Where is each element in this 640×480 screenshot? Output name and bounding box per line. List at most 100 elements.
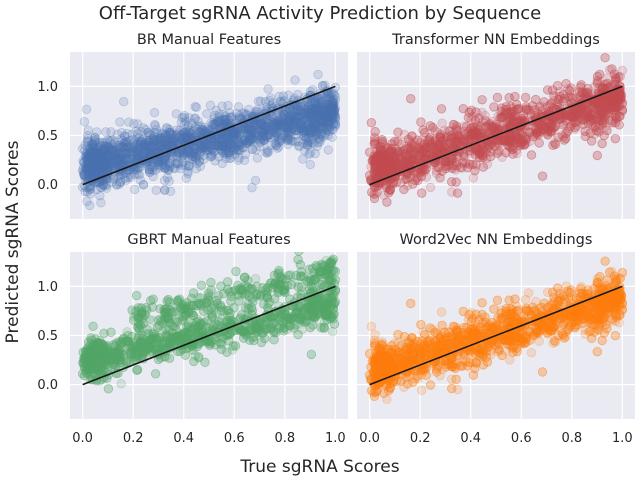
scatter-point bbox=[103, 152, 113, 162]
scatter-point bbox=[215, 144, 226, 154]
scatter-point bbox=[91, 155, 101, 165]
scatter-point bbox=[139, 140, 149, 151]
scatter-point bbox=[229, 127, 239, 137]
scatter-point bbox=[150, 135, 160, 145]
scatter-point bbox=[298, 154, 308, 164]
scatter-point bbox=[111, 179, 122, 189]
scatter-point bbox=[328, 113, 338, 124]
scatter-point bbox=[144, 164, 155, 175]
scatter-point bbox=[85, 161, 96, 172]
scatter-point bbox=[255, 96, 266, 106]
scatter-point bbox=[267, 121, 278, 131]
scatter-point bbox=[303, 137, 313, 148]
scatter-point bbox=[246, 128, 256, 138]
scatter-point bbox=[93, 165, 103, 175]
scatter-point bbox=[91, 151, 101, 161]
scatter-point bbox=[602, 125, 612, 136]
scatter-point bbox=[145, 137, 156, 147]
scatter-point bbox=[143, 141, 153, 152]
scatter-point bbox=[232, 131, 242, 142]
scatter-point bbox=[144, 135, 154, 145]
scatter-point bbox=[229, 128, 239, 138]
scatter-point bbox=[393, 127, 403, 137]
scatter-point bbox=[90, 167, 101, 178]
scatter-point bbox=[201, 145, 211, 156]
scatter-point bbox=[112, 149, 122, 160]
scatter-point bbox=[458, 103, 468, 114]
scatter-point bbox=[230, 149, 240, 159]
scatter-point bbox=[96, 153, 106, 163]
scatter-point bbox=[91, 127, 102, 137]
scatter-point bbox=[255, 141, 265, 152]
scatter-point bbox=[277, 122, 287, 132]
scatter-point bbox=[250, 175, 261, 186]
scatter-point bbox=[239, 135, 250, 146]
scatter-point bbox=[537, 171, 548, 181]
scatter-point bbox=[293, 141, 304, 151]
scatter-point bbox=[106, 145, 116, 155]
scatter-point bbox=[282, 107, 292, 117]
scatter-point bbox=[96, 166, 106, 176]
scatter-point bbox=[229, 130, 240, 140]
scatter-point bbox=[117, 141, 128, 151]
scatter-point bbox=[115, 117, 125, 127]
scatter-point bbox=[265, 132, 276, 143]
scatter-point bbox=[181, 147, 192, 157]
scatter-point bbox=[275, 118, 285, 128]
scatter-point bbox=[321, 94, 332, 104]
scatter-point bbox=[395, 161, 405, 172]
scatter-point bbox=[199, 142, 210, 153]
scatter-point bbox=[192, 158, 203, 169]
scatter-point bbox=[397, 148, 408, 158]
scatter-point bbox=[83, 151, 93, 162]
scatter-point bbox=[424, 134, 435, 144]
scatter-point bbox=[84, 164, 95, 174]
scatter-point bbox=[211, 105, 221, 115]
scatter-point bbox=[93, 146, 103, 157]
scatter-point bbox=[313, 111, 323, 122]
scatter-point bbox=[205, 100, 216, 111]
gridlines bbox=[70, 52, 348, 219]
scatter-point bbox=[191, 102, 202, 113]
scatter-point bbox=[155, 141, 165, 151]
scatter-point bbox=[245, 131, 255, 141]
scatter-point bbox=[296, 111, 307, 122]
scatter-point bbox=[151, 143, 161, 154]
scatter-point bbox=[436, 104, 447, 114]
scatter-point bbox=[326, 104, 336, 115]
scatter-point bbox=[558, 96, 568, 106]
scatter-point bbox=[614, 111, 624, 121]
scatter-point bbox=[595, 106, 605, 116]
scatter-point bbox=[189, 146, 199, 156]
scatter-point bbox=[91, 152, 102, 163]
scatter-point bbox=[247, 134, 257, 144]
scatter-point bbox=[232, 128, 242, 139]
scatter-point bbox=[305, 100, 315, 110]
scatter-point bbox=[149, 161, 159, 171]
scatter-point bbox=[154, 138, 164, 148]
scatter-point bbox=[181, 173, 192, 183]
scatter-point bbox=[183, 168, 193, 179]
scatter-point bbox=[102, 144, 112, 154]
scatter-point bbox=[242, 130, 253, 140]
scatter-point bbox=[316, 123, 327, 133]
scatter-point bbox=[310, 119, 320, 129]
scatter-point bbox=[316, 108, 327, 118]
scatter-point bbox=[145, 167, 155, 177]
scatter-point bbox=[208, 123, 218, 133]
scatter-point bbox=[587, 100, 598, 110]
scatter-point bbox=[221, 134, 232, 144]
scatter-point bbox=[281, 117, 292, 128]
scatter-point bbox=[273, 115, 284, 126]
scatter-point bbox=[507, 115, 518, 125]
scatter-point bbox=[566, 92, 577, 103]
scatter-point bbox=[324, 96, 334, 106]
scatter-point bbox=[318, 122, 329, 133]
scatter-point bbox=[140, 139, 151, 149]
scatter-point bbox=[496, 106, 506, 117]
scatter-point bbox=[272, 128, 282, 138]
scatter-point bbox=[594, 127, 604, 137]
scatter-point bbox=[101, 153, 112, 163]
scatter-point bbox=[478, 162, 488, 172]
